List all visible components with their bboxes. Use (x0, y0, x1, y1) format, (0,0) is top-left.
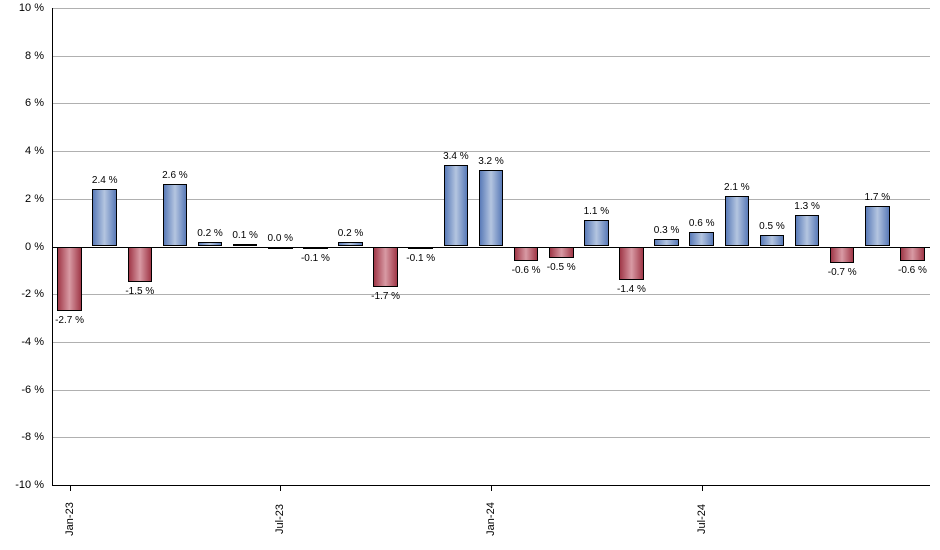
bar-value-label: 3.4 % (443, 151, 469, 162)
bar-value-label: 0.0 % (267, 233, 293, 244)
y-tick-label: 4 % (0, 145, 44, 157)
bar (584, 220, 609, 246)
bar-value-label: -1.7 % (371, 291, 400, 302)
bar-value-label: 0.2 % (338, 228, 364, 239)
bar (92, 189, 117, 246)
bar-value-label: 2.1 % (724, 182, 750, 193)
bar (900, 247, 925, 261)
x-tick (280, 485, 281, 491)
bar-value-label: 0.3 % (654, 225, 680, 236)
bar (163, 184, 188, 246)
bar-value-label: -0.1 % (301, 253, 330, 264)
y-tick-label: 6 % (0, 97, 44, 109)
bar (760, 235, 785, 247)
bar-value-label: 1.7 % (865, 192, 891, 203)
bar (268, 247, 293, 249)
bar-value-label: 0.1 % (232, 230, 258, 241)
y-tick-label: 8 % (0, 50, 44, 62)
gridline (52, 103, 930, 104)
y-tick-label: -8 % (0, 431, 44, 443)
bar-value-label: -0.7 % (828, 267, 857, 278)
y-axis (52, 8, 53, 485)
y-tick-label: 0 % (0, 241, 44, 253)
y-tick-label: -2 % (0, 288, 44, 300)
bar-value-label: 2.4 % (92, 175, 118, 186)
bar-value-label: -0.6 % (898, 265, 927, 276)
bar-value-label: 3.2 % (478, 156, 504, 167)
bar-value-label: 0.6 % (689, 218, 715, 229)
bar (479, 170, 504, 246)
gridline (52, 437, 930, 438)
monthly-pct-change-chart: -10 % -8 % -6 % -4 % -2 % 0 % 2 % 4 % 6 % 8 % 10 %… (0, 0, 940, 550)
bar (549, 247, 574, 259)
bar (373, 247, 398, 288)
x-tick-label: Jan-24 (485, 502, 497, 536)
bar-value-label: 1.1 % (584, 206, 610, 217)
bar-value-label: -0.5 % (547, 262, 576, 273)
bar (619, 247, 644, 280)
y-tick-label: -10 % (0, 479, 44, 491)
gridline (52, 390, 930, 391)
gridline (52, 8, 930, 9)
gridline (52, 294, 930, 295)
bar (654, 239, 679, 246)
x-tick-label: Jan-23 (64, 502, 76, 536)
y-tick-label: -6 % (0, 384, 44, 396)
bar-value-label: 0.2 % (197, 228, 223, 239)
y-tick-label: -4 % (0, 336, 44, 348)
bar (338, 242, 363, 247)
gridline (52, 56, 930, 57)
bar-value-label: -1.4 % (617, 284, 646, 295)
y-tick-label: 2 % (0, 193, 44, 205)
y-tick-label: 10 % (0, 2, 44, 14)
bar (408, 247, 433, 249)
bar (303, 247, 328, 249)
gridline (52, 151, 930, 152)
x-tick (70, 485, 71, 491)
bar (689, 232, 714, 246)
x-tick (491, 485, 492, 491)
x-tick (702, 485, 703, 491)
bar (233, 244, 258, 246)
bar-value-label: -2.7 % (55, 315, 84, 326)
bar (830, 247, 855, 264)
x-tick-label: Jul-24 (696, 504, 708, 534)
gridline (52, 247, 930, 248)
bar-value-label: -1.5 % (125, 286, 154, 297)
bar-value-label: 0.5 % (759, 221, 785, 232)
bar (198, 242, 223, 247)
bar (514, 247, 539, 261)
gridline (52, 342, 930, 343)
bar-value-label: -0.6 % (512, 265, 541, 276)
bar-value-label: 1.3 % (794, 201, 820, 212)
bar (444, 165, 469, 246)
bar (865, 206, 890, 247)
bar (57, 247, 82, 311)
bar (725, 196, 750, 246)
bar (128, 247, 153, 283)
bar-value-label: 2.6 % (162, 170, 188, 181)
bar (795, 215, 820, 246)
bar-value-label: -0.1 % (406, 253, 435, 264)
x-tick-label: Jul-23 (274, 504, 286, 534)
